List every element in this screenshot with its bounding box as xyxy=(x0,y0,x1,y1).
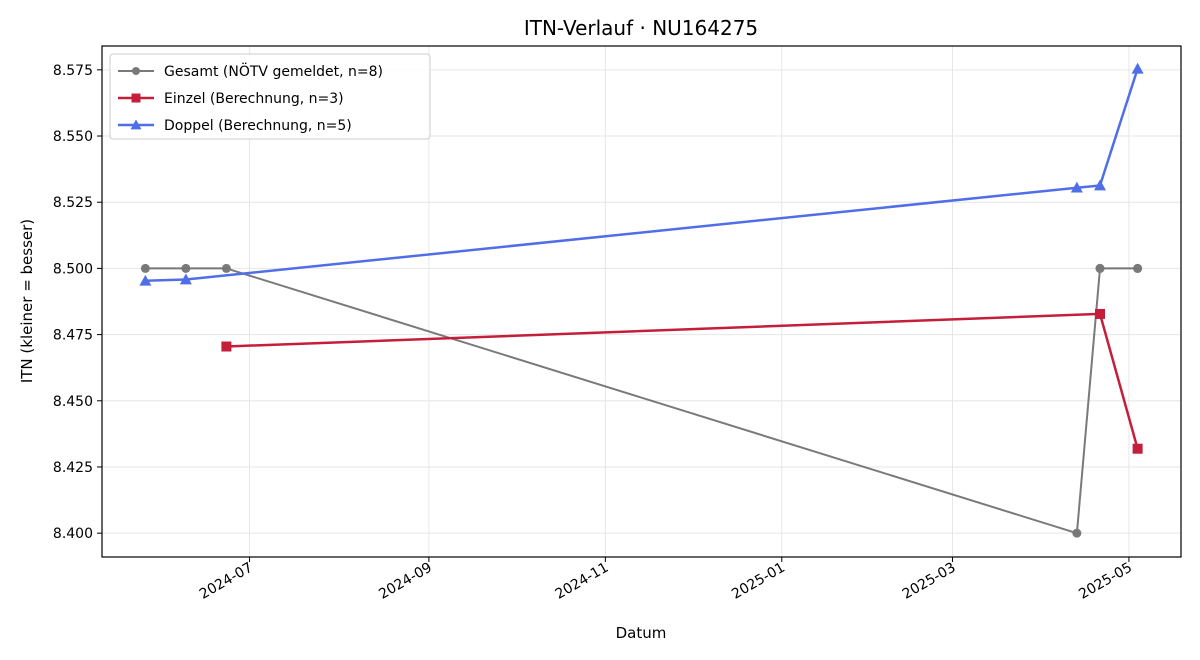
y-axis-label: ITN (kleiner = besser) xyxy=(18,219,36,383)
y-tick-label: 8.475 xyxy=(53,328,93,344)
data-point-marker xyxy=(1095,263,1105,273)
plot-frame xyxy=(101,45,1182,558)
y-tick-label: 8.450 xyxy=(53,394,93,410)
x-tick-label: 2024-11 xyxy=(553,560,612,603)
series-triangle xyxy=(139,62,1144,286)
x-tick-label: 2025-01 xyxy=(729,560,788,603)
x-tick-label: 2025-05 xyxy=(1076,560,1135,603)
legend-entry xyxy=(118,67,154,75)
chart-title: ITN-Verlauf · NU164275 xyxy=(524,16,758,40)
data-point-marker xyxy=(132,67,140,75)
legend-entry xyxy=(118,119,154,130)
data-point-marker xyxy=(1095,308,1106,319)
data-point-marker xyxy=(139,274,152,286)
series-circle xyxy=(140,263,1143,538)
data-point-marker xyxy=(1131,62,1144,74)
data-point-marker xyxy=(181,263,191,273)
data-point-marker xyxy=(130,119,142,130)
legend-entry xyxy=(118,93,154,103)
data-point-marker xyxy=(131,93,141,103)
data-point-marker xyxy=(1132,443,1143,454)
data-point-marker xyxy=(1094,179,1107,191)
x-tick-label: 2024-07 xyxy=(197,560,256,603)
data-point-marker xyxy=(1070,181,1083,193)
x-tick-label: 2025-03 xyxy=(900,560,959,603)
y-tick-label: 8.400 xyxy=(53,526,93,542)
data-point-marker xyxy=(221,341,232,352)
series-line xyxy=(145,267,1138,535)
series-square xyxy=(221,308,1143,454)
grid-layer xyxy=(102,46,1181,557)
x-axis-label: Datum xyxy=(616,624,667,642)
legend-frame xyxy=(109,53,431,140)
data-point-marker xyxy=(1072,528,1082,538)
y-tick-label: 8.550 xyxy=(53,129,93,145)
legend-label: Gesamt (NÖTV gemeldet, n=8) xyxy=(164,62,383,80)
y-tick-label: 8.575 xyxy=(53,63,93,79)
y-tick-label: 8.500 xyxy=(53,261,93,277)
x-tick-label: 2024-09 xyxy=(376,560,435,603)
y-tick-label: 8.425 xyxy=(53,460,93,476)
data-point-marker xyxy=(1133,263,1143,273)
legend-label: Einzel (Berechnung, n=3) xyxy=(164,91,344,107)
legend: Gesamt (NÖTV gemeldet, n=8) Einzel (Berec… xyxy=(109,53,431,140)
series-layer xyxy=(139,62,1144,538)
data-point-marker xyxy=(221,263,231,273)
y-tick-label: 8.525 xyxy=(53,195,93,211)
data-point-marker xyxy=(179,273,192,285)
data-point-marker xyxy=(140,263,150,273)
legend-label: Doppel (Berechnung, n=5) xyxy=(164,118,352,134)
